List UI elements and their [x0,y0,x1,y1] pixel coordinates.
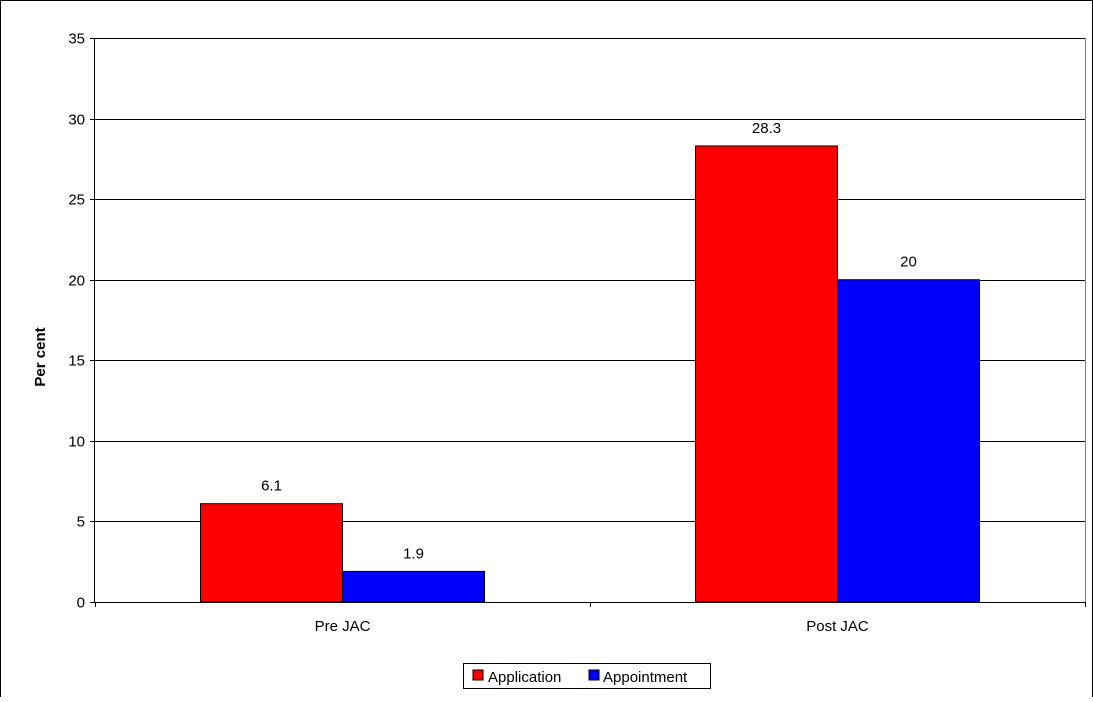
y-tick-label-30: 30 [68,112,85,129]
y-axis-title: Per cent [32,327,49,386]
legend-swatch-application [472,669,484,681]
legend-swatch-appointment [588,669,600,681]
data-label-appointment-pre-jac: 1.9 [403,545,424,562]
bar-appointment-pre-jac [342,570,485,603]
axes: 0 5 10 15 20 25 30 35 Pre JAC Post JAC [68,31,1086,635]
y-tick-label-35: 35 [68,31,85,48]
data-label-appointment-post-jac: 20 [900,254,917,271]
bars [200,145,980,603]
data-label-application-post-jac: 28.3 [752,120,781,137]
x-tick-label-post-jac: Post JAC [806,618,869,635]
legend-label-appointment: Appointment [603,669,688,686]
legend-box [463,663,711,689]
y-tick-label-5: 5 [77,514,85,531]
bar-appointment-post-jac [837,279,980,603]
y-tick-label-10: 10 [68,434,85,451]
legend: Application Appointment [463,663,711,689]
y-tick-label-25: 25 [68,192,85,209]
data-label-application-pre-jac: 6.1 [261,478,282,495]
y-tick-label-20: 20 [68,273,85,290]
y-tick-label-15: 15 [68,353,85,370]
y-tick-label-0: 0 [77,595,85,612]
data-labels: 6.1 1.9 28.3 20 [261,120,917,562]
x-tick-label-pre-jac: Pre JAC [315,618,371,635]
legend-label-application: Application [488,669,561,686]
bar-application-post-jac [695,145,838,603]
bar-application-pre-jac [200,503,343,603]
